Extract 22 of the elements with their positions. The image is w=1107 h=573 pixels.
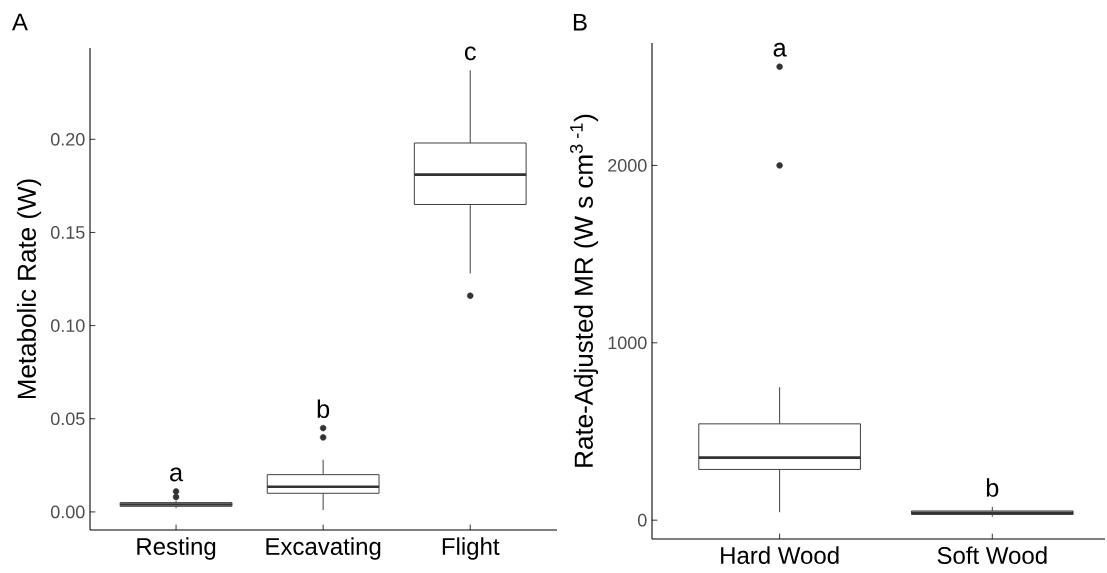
x-tick-label: Hard Wood bbox=[721, 546, 839, 564]
annotation: a bbox=[170, 467, 184, 482]
y-tick-label: 0.00 bbox=[50, 505, 85, 519]
annotation: a bbox=[773, 42, 787, 57]
y-axis-title: Metabolic Rate (W) bbox=[16, 179, 42, 399]
y-tick-label: 0.05 bbox=[50, 412, 85, 426]
x-tick-label: Flight bbox=[442, 537, 500, 560]
annotation: b bbox=[986, 478, 999, 497]
chart-title: B bbox=[573, 13, 587, 31]
annotation: b bbox=[317, 399, 330, 419]
x-tick-label: Excavating bbox=[266, 537, 381, 560]
x-tick-label: Soft Wood bbox=[937, 546, 1047, 564]
annotation: c bbox=[464, 46, 476, 61]
y-tick-label: 0.10 bbox=[50, 319, 85, 332]
y-tick-label: 0.15 bbox=[50, 226, 85, 239]
y-tick-label: 0.20 bbox=[50, 132, 85, 146]
y-tick-label: 0 bbox=[637, 513, 647, 527]
y-axis-title: Rate-Adjusted MR (W s cm$^{3 -1}$) bbox=[569, 114, 599, 467]
y-tick-label: 1000 bbox=[608, 336, 647, 350]
chart-title: A bbox=[12, 13, 28, 31]
x-tick-label: Resting bbox=[137, 537, 216, 560]
y-tick-label: 2000 bbox=[608, 159, 647, 172]
